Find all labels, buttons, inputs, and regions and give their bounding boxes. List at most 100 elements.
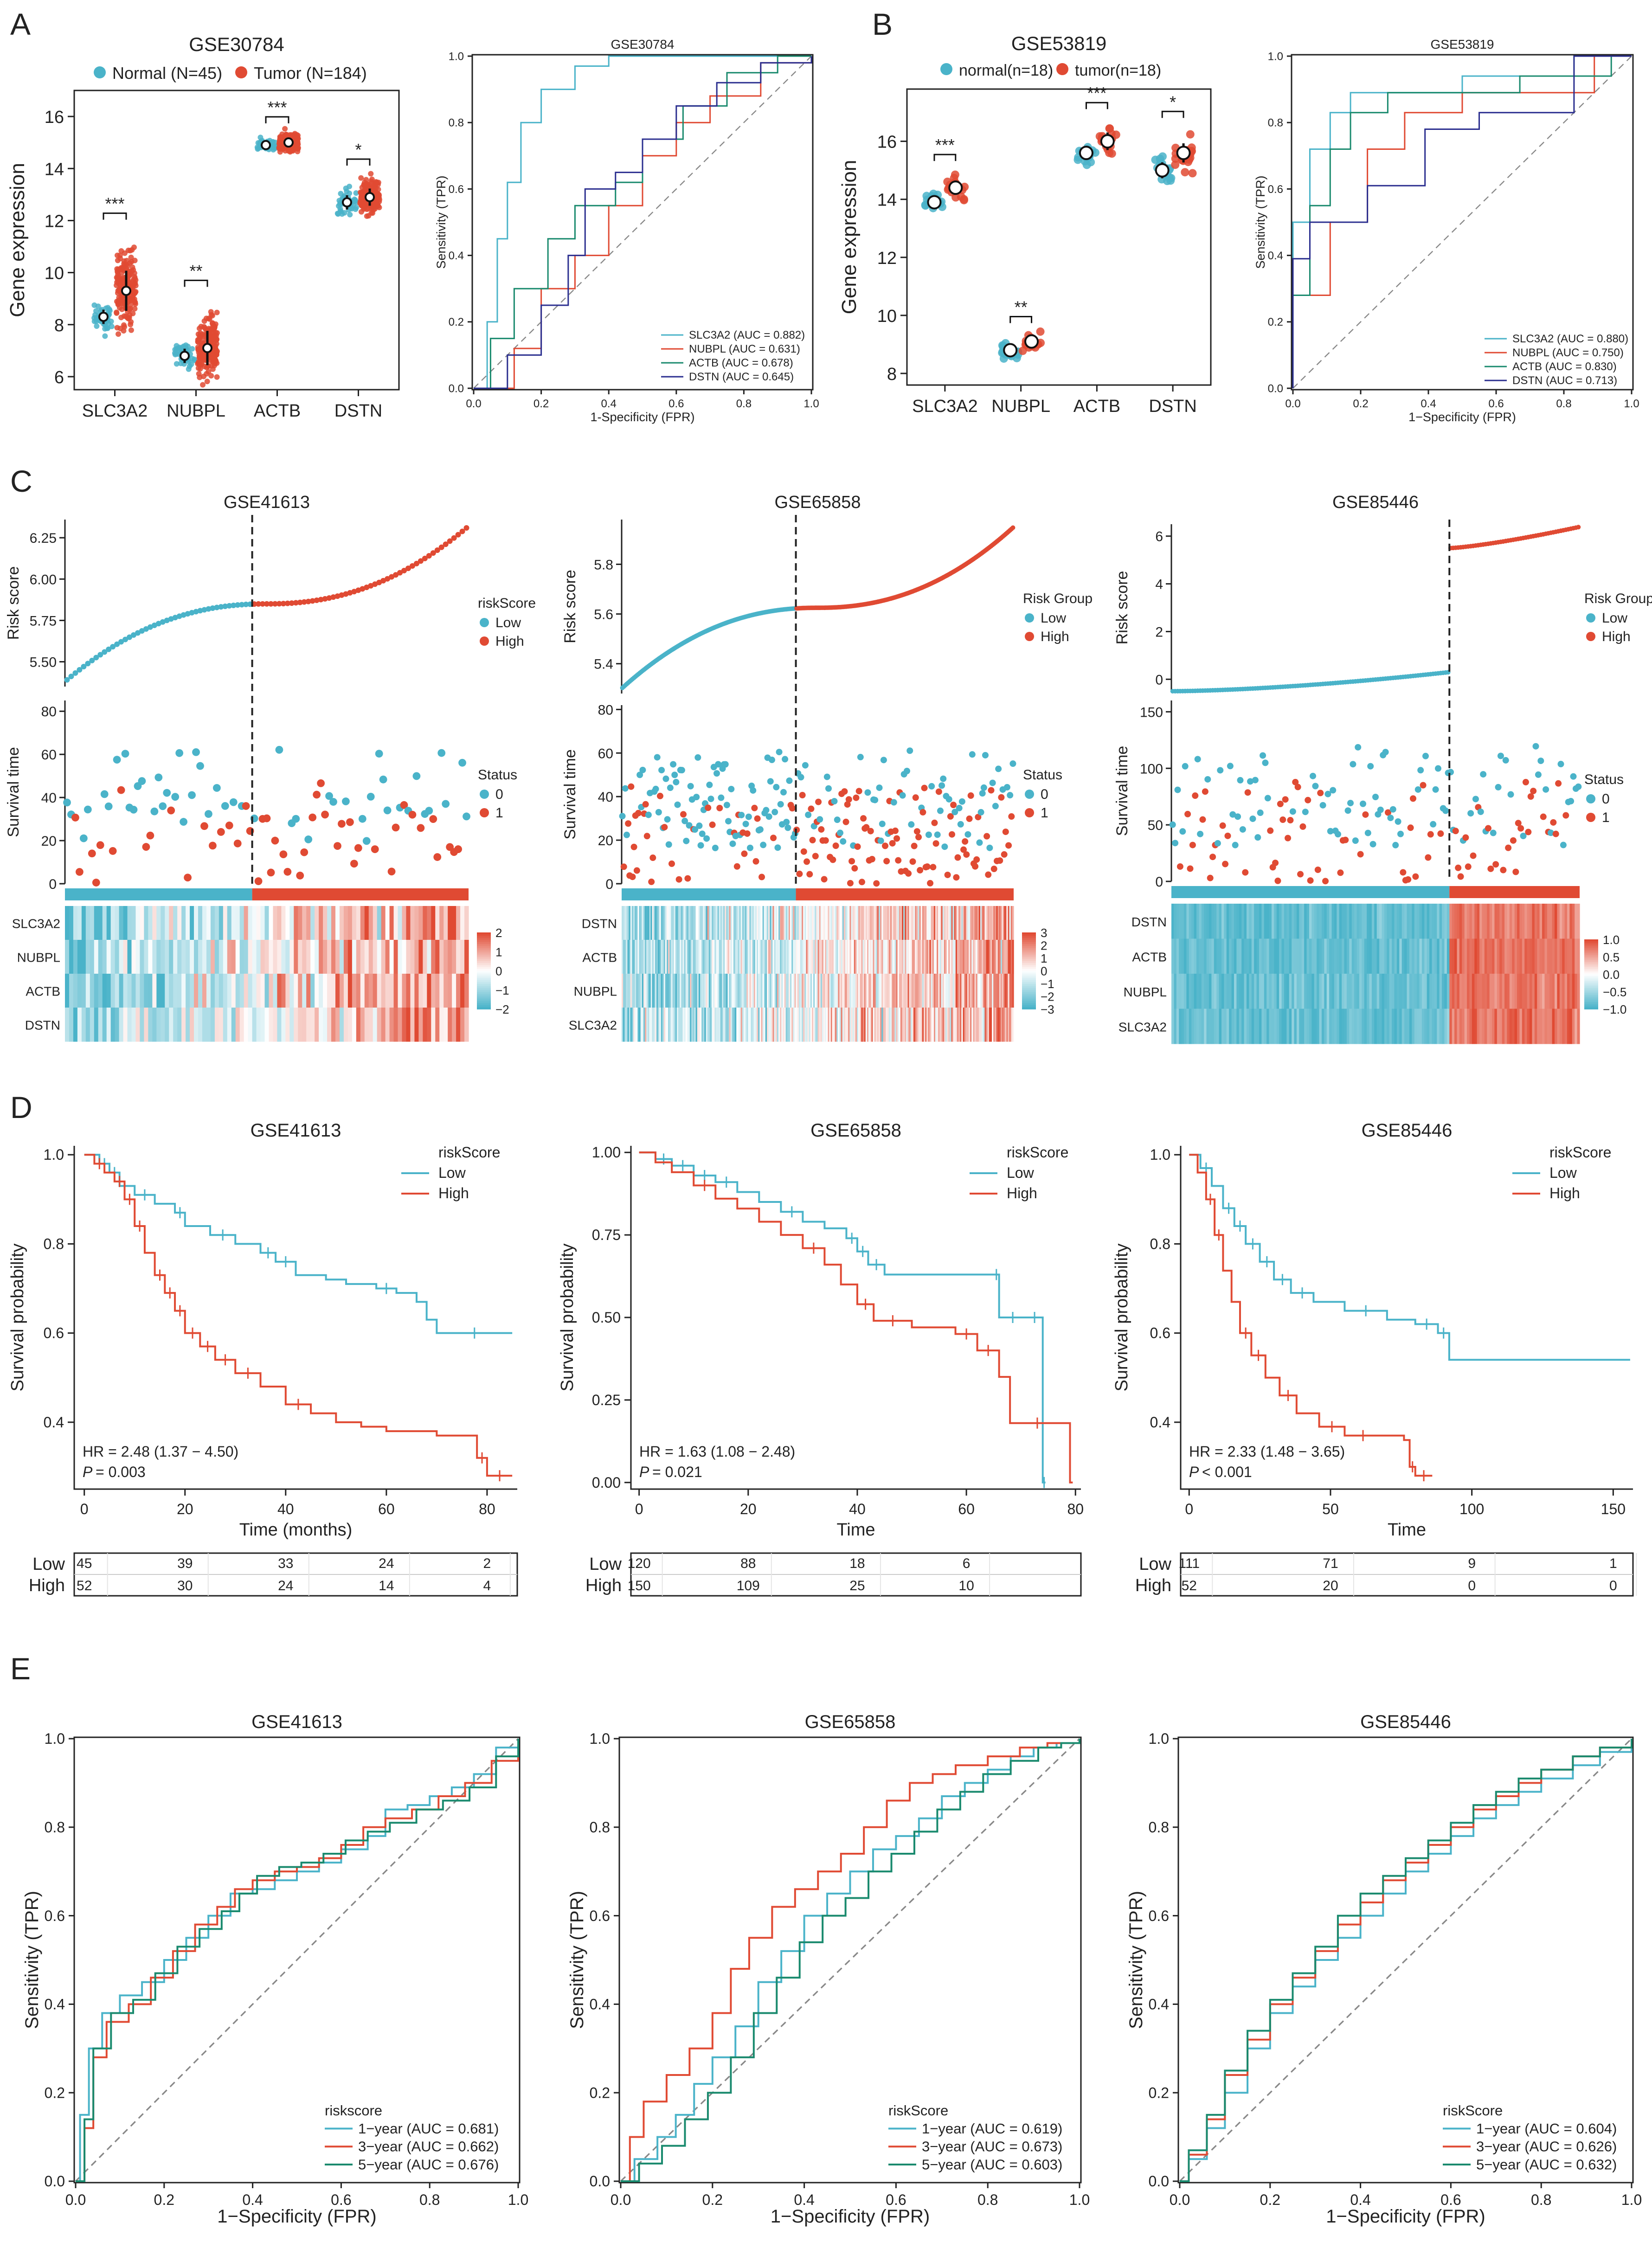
y-axis-label: Sensitivity (TPR) [567,1891,587,2029]
heatmap-cell [938,940,940,974]
heatmap-cell [269,974,274,1008]
heatmap-cell [1292,1009,1295,1044]
heatmap-cell [691,940,693,974]
heatmap-cell [90,1008,95,1042]
heatmap-cell [672,940,675,974]
tumor-sample-point [364,213,370,219]
normal-median-point [927,195,942,210]
status-point-0 [1239,826,1246,833]
heatmap-cell [783,974,785,1008]
heatmap-cell [944,974,946,1008]
risk-point-low [185,611,191,617]
heatmap-cell [406,940,411,974]
risk-point-low [201,607,207,613]
heatmap-cell [668,940,670,974]
status-point-1 [754,815,761,822]
heatmap-cell [700,1008,702,1042]
heatmap-cell [857,1008,859,1042]
status-point-1 [855,788,862,795]
risk-point-high [380,578,386,584]
heatmap-cell [148,906,153,940]
heatmap-cell [755,974,757,1008]
heatmap-cell [373,940,378,974]
group-bar-high [796,888,1014,900]
normal-sample-point [102,326,108,332]
heatmap-cell [819,940,821,974]
heatmap-cell [1241,974,1245,1009]
heatmap-cell [194,974,199,1008]
heatmap-cell [923,906,926,940]
heatmap-cell [398,906,403,940]
heatmap-cell [733,906,735,940]
plot-frame [906,88,1212,386]
heatmap-gene-label: ACTB [582,951,617,965]
heatmap-cell [1519,904,1523,939]
heatmap-cell [448,1008,452,1042]
heatmap-cell [897,974,900,1008]
heatmap-cell [248,906,253,940]
status-point-0 [1169,821,1176,828]
status-point-1 [853,794,860,801]
heatmap-cell [719,906,721,940]
heatmap-cell [642,1008,644,1042]
heatmap-cell [733,940,735,974]
heatmap-cell [645,974,647,1008]
heatmap-cell [1244,1009,1247,1044]
heatmap-cell [649,1008,651,1042]
heatmap-cell [967,940,969,974]
risk-point-low [147,624,153,630]
tumor-sample-point [195,339,201,345]
heatmap-cell [833,906,836,940]
status-point-1 [1322,878,1329,885]
heatmap-cell [896,940,898,974]
status-point-0 [1414,786,1421,793]
heatmap-cell [1334,974,1337,1009]
heatmap-cell [811,974,814,1008]
heatmap-cell [925,940,927,974]
colorbar-segment [1584,965,1598,968]
status-point-0 [1387,815,1394,822]
heatmap-cell [762,974,765,1008]
heatmap-cell [1339,1009,1342,1044]
heatmap-cell [1577,974,1580,1009]
heatmap-cell [1174,938,1177,974]
tumor-sample-point [1018,347,1027,355]
heatmap-cell [323,974,328,1008]
status-point-1 [1510,837,1517,844]
heatmap-cell [913,906,915,940]
heatmap-cell [402,906,407,940]
heatmap-cell [983,974,985,1008]
heatmap-cell [1284,1009,1287,1044]
heatmap-cell [1311,974,1315,1009]
heatmap-cell [687,1008,689,1042]
y-tick-label: 12 [877,249,897,268]
tumor-sample-point [211,322,217,328]
heatmap-cell [356,906,361,940]
tumor-sample-point [951,193,960,202]
heatmap-cell [816,940,818,974]
heatmap-cell [965,906,968,940]
colorbar-segment [1022,934,1036,937]
status-label-0: 0 [495,787,503,802]
status-point-0 [1350,761,1356,768]
heatmap-cell [1522,904,1525,939]
status-point-0 [816,816,823,823]
heatmap-cell [691,974,693,1008]
heatmap-cell [73,906,78,940]
heatmap-cell [1479,974,1483,1009]
status-point-0 [746,844,753,851]
risk-table-low-count: 24 [379,1556,394,1571]
heatmap-cell [1417,938,1420,974]
heatmap-cell [331,1008,336,1042]
heatmap-cell [110,1008,116,1042]
status-point-0 [463,812,470,821]
status-point-1 [633,867,640,874]
normal-median-point [342,197,352,208]
survival-points [63,745,470,887]
status-point-0 [802,762,809,769]
heatmap-cell [823,974,825,1008]
heatmap-cell [777,1008,779,1042]
status-point-0 [192,748,200,756]
heatmap-cell [152,940,157,974]
